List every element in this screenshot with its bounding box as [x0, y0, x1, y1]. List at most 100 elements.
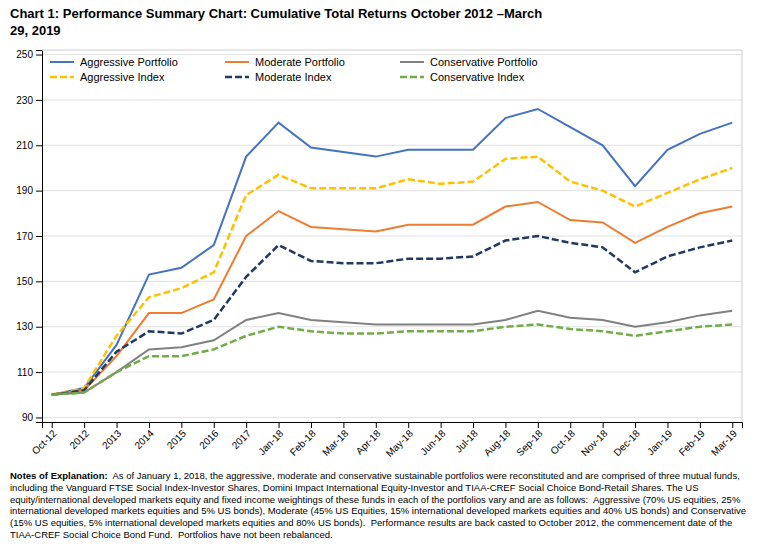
y-tick-mark — [36, 54, 42, 55]
legend-item: Aggressive Portfolio — [50, 56, 178, 68]
x-tick-mark — [538, 422, 539, 428]
y-tick: 230 — [16, 94, 42, 105]
x-tick: Aug-18 — [482, 422, 513, 458]
y-tick-label: 210 — [16, 140, 33, 151]
plot: 90 110 130 150 170 190 210 230 250 Oct-12 2012 2013… — [16, 49, 742, 459]
legend-label: Moderate Index — [255, 71, 332, 83]
x-tick: 2016 — [197, 422, 221, 451]
notes-text: As of January 1, 2018, the aggressive, m… — [10, 470, 749, 540]
x-tick: Nov-18 — [579, 422, 610, 458]
series-line — [52, 324, 733, 394]
x-tick: 2017 — [230, 422, 254, 451]
legend-swatch — [400, 76, 424, 79]
legend-swatch — [400, 61, 424, 63]
x-tick: Mar-19 — [709, 422, 739, 458]
title-box: Chart 1: Performance Summary Chart: Cumu… — [0, 0, 760, 42]
plot-frame — [742, 50, 743, 422]
x-tick-mark — [149, 422, 150, 428]
x-tick-label: Feb-19 — [677, 427, 707, 457]
legend-swatch — [225, 76, 249, 79]
legend-item: Moderate Portfolio — [225, 56, 345, 68]
x-tick-mark — [570, 422, 571, 428]
x-tick-mark — [279, 422, 280, 428]
x-tick-mark — [732, 422, 733, 428]
y-tick-label: 170 — [16, 230, 33, 241]
x-tick: Oct-18 — [548, 422, 577, 457]
x-tick-label: Mar-18 — [320, 427, 350, 457]
legend-swatch — [225, 61, 249, 63]
y-tick-mark — [36, 145, 42, 146]
y-tick: 170 — [16, 230, 42, 241]
x-tick: 2014 — [132, 422, 156, 451]
x-tick-mark — [84, 422, 85, 428]
x-tick-mark — [246, 422, 247, 428]
x-tick-label: 2015 — [165, 427, 189, 451]
x-tick: Mar-18 — [320, 422, 350, 458]
x-tick: 2013 — [100, 422, 124, 451]
x-tick-label: Jun-18 — [418, 427, 448, 457]
x-tick: Dec-18 — [611, 422, 642, 458]
grid — [42, 54, 742, 417]
y-tick-label: 230 — [16, 94, 33, 105]
y-tick-label: 90 — [22, 412, 34, 423]
legend-swatch — [50, 61, 74, 63]
x-tick-mark — [376, 422, 377, 428]
x-tick-mark — [117, 422, 118, 428]
series-line — [52, 236, 733, 395]
y-tick-mark — [36, 327, 42, 328]
legend-swatch — [50, 76, 74, 79]
x-tick-label: Sep-18 — [514, 427, 545, 458]
x-tick-mark — [181, 422, 182, 428]
x-tick-label: Jul-18 — [453, 427, 480, 454]
y-tick-label: 110 — [17, 367, 33, 378]
x-tick-label: Jan-19 — [645, 427, 675, 457]
x-tick-label: 2014 — [132, 427, 156, 451]
title: Chart 1: Performance Summary Chart: Cumu… — [10, 6, 750, 23]
y-tick-mark — [36, 372, 42, 373]
x-tick-mark — [52, 422, 53, 428]
y-tick-label: 190 — [16, 185, 33, 196]
lines — [52, 109, 733, 395]
y-tick: 210 — [16, 140, 42, 151]
x-tick-mark — [473, 422, 474, 428]
legend-label: Conservative Index — [430, 71, 525, 83]
x-tick: Apr-18 — [354, 422, 383, 457]
x-tick-mark — [311, 422, 312, 428]
plot-frame — [42, 49, 742, 50]
x-tick-mark — [635, 422, 636, 428]
x-tick-label: 2017 — [230, 427, 254, 451]
x-tick-label: Mar-19 — [709, 427, 739, 457]
y-tick-label: 150 — [16, 276, 33, 287]
x-tick-mark — [441, 422, 442, 428]
legend: Aggressive Portfolio Moderate Portfolio Co… — [50, 56, 538, 83]
chart: 90 110 130 150 170 190 210 230 250 Oct-12 2012 2013… — [0, 42, 760, 468]
y-tick-mark — [36, 281, 42, 282]
legend-label: Conservative Portfolio — [430, 56, 538, 68]
grid-line — [42, 371, 742, 372]
x-tick-mark — [667, 422, 668, 428]
x-tick: Jul-18 — [453, 422, 480, 455]
grid-line — [42, 190, 742, 191]
x-tick: May-18 — [384, 422, 416, 459]
y-tick: 250 — [16, 49, 42, 60]
x-tick-label: Oct-12 — [30, 427, 59, 456]
y-tick: 130 — [16, 321, 42, 332]
y-tick-mark — [36, 417, 42, 418]
series-line — [52, 311, 733, 395]
grid-line — [42, 235, 742, 236]
x-tick: Feb-18 — [288, 422, 318, 458]
x-tick: 2015 — [165, 422, 189, 451]
x-tick-label: Nov-18 — [579, 427, 610, 458]
y-tick-label: 130 — [16, 321, 33, 332]
x-tick-mark — [700, 422, 701, 428]
x-tick: 2012 — [67, 422, 91, 451]
x-tick-label: Aug-18 — [482, 427, 513, 458]
x-tick-label: 2016 — [197, 427, 221, 451]
subtitle: 29, 2019 — [10, 23, 750, 40]
x-tick-label: May-18 — [384, 427, 416, 459]
y-tick-label: 250 — [16, 49, 33, 60]
grid-line — [42, 99, 742, 100]
y-tick: 110 — [17, 367, 42, 378]
y-axis: 90 110 130 150 170 190 210 230 250 — [16, 49, 42, 423]
x-tick-mark — [408, 422, 409, 428]
